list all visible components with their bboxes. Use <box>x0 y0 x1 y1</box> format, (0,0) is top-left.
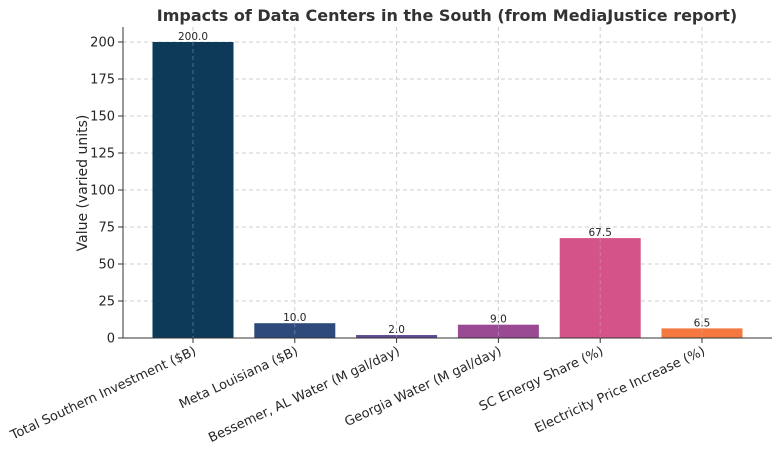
y-axis-label: Value (varied units) <box>75 115 91 252</box>
y-tick-label: 125 <box>90 147 115 162</box>
y-tick-label: 75 <box>98 221 115 236</box>
x-tick-label: Electricity Price Increase (%) <box>533 344 708 436</box>
bar <box>559 238 641 338</box>
bar <box>457 324 539 338</box>
data-label: 10.0 <box>283 312 306 324</box>
y-tick-label: 100 <box>90 184 115 199</box>
data-label: 6.5 <box>694 317 711 329</box>
axes: 0 25 50 75 100 125 150 175 200 Total Southern Inv… <box>8 27 772 446</box>
x-tick-label: Bessemer, AL Water (M gal/day) <box>206 344 402 446</box>
bar <box>356 335 438 338</box>
data-label: 200.0 <box>178 31 208 43</box>
y-tick-label: 0 <box>107 332 115 347</box>
data-label: 67.5 <box>589 227 612 239</box>
data-labels: 200.0 10.0 2.0 9.0 67.5 6.5 <box>178 31 710 336</box>
y-tick-label: 150 <box>90 110 115 125</box>
data-label: 2.0 <box>388 324 405 336</box>
bar <box>152 42 234 338</box>
y-tick-label: 25 <box>98 295 115 310</box>
chart-title: Impacts of Data Centers in the South (fr… <box>157 6 737 25</box>
bar <box>661 328 743 338</box>
y-tick-label: 175 <box>90 73 115 88</box>
bars <box>152 42 743 338</box>
x-tick-label: Total Southern Investment ($B) <box>8 344 199 444</box>
data-label: 9.0 <box>490 314 507 326</box>
y-tick-label: 200 <box>90 36 115 51</box>
y-tick-label: 50 <box>98 258 115 273</box>
bar <box>254 323 336 338</box>
